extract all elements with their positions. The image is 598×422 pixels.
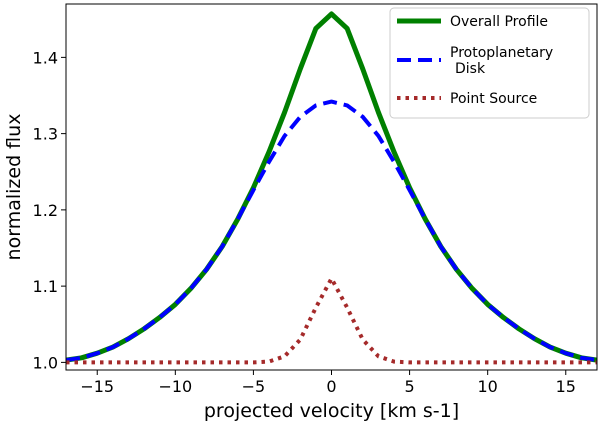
legend-label-2: Point Source (450, 91, 537, 107)
legend-label-line: Point Source (450, 91, 537, 107)
x-tick-label: 5 (404, 377, 414, 396)
legend-label-1: Protoplanetary Disk (450, 45, 553, 77)
legend-label-line: Overall Profile (450, 14, 548, 30)
y-tick-label: 1.2 (33, 201, 58, 220)
y-axis-label: normalized flux (3, 114, 25, 261)
y-tick-label: 1.0 (33, 353, 58, 372)
legend-label-0: Overall Profile (450, 14, 548, 30)
series-line-1 (65, 99, 598, 363)
y-tick-label: 1.1 (33, 277, 58, 296)
x-tick-label: 0 (326, 377, 336, 396)
x-tick-label: 15 (556, 377, 576, 396)
ticks-layer: −15 −10 −5 0 5 10 15 1.0 1.1 1.2 1.3 1.4 (33, 48, 576, 396)
y-tick-label: 1.3 (33, 125, 58, 144)
series-line-2 (66, 276, 597, 365)
legend-label-line: Disk (455, 61, 486, 77)
x-axis-label: projected velocity [km s-1] (204, 400, 459, 422)
x-tick-label: 10 (477, 377, 497, 396)
x-tick-label: −15 (80, 377, 114, 396)
series-layer (65, 11, 598, 365)
legend-label-line: Protoplanetary (450, 45, 553, 61)
x-tick-label: −5 (242, 377, 266, 396)
x-tick-label: −10 (158, 377, 192, 396)
legend: Overall Profile Protoplanetary Disk Point S… (389, 7, 590, 119)
legend-frame (389, 7, 590, 119)
y-tick-label: 1.4 (33, 48, 58, 67)
